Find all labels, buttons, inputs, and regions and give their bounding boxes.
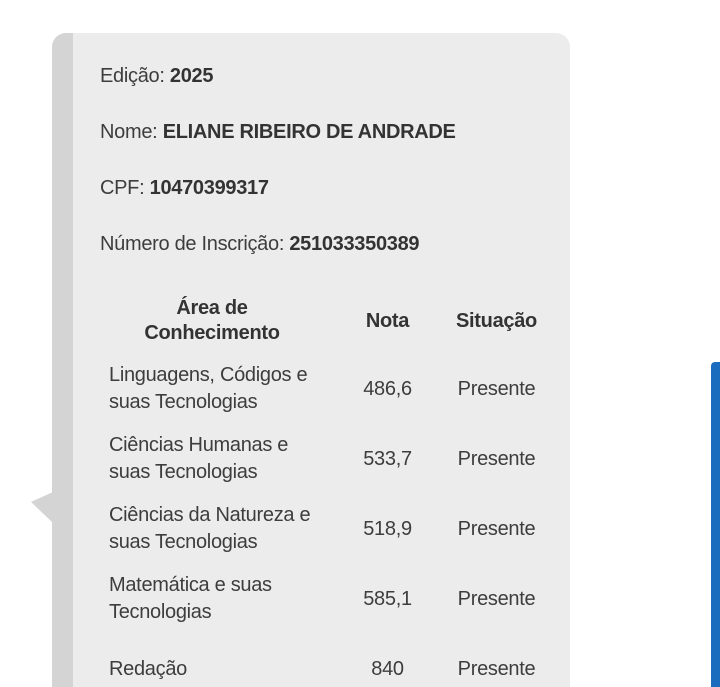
table-cell-area: Linguagens, Códigos e suas Tecnologias	[109, 364, 308, 413]
table-cell-area: Ciências Humanas e suas Tecnologias	[109, 434, 289, 483]
bubble-tail-icon	[31, 492, 53, 523]
table-cell-nota: 486,6	[363, 377, 412, 400]
results-table: Área de Conhecimento Nota Situação Lingu…	[103, 288, 550, 687]
result-card: Edição: 2025 Nome: ELIANE RIBEIRO DE AND…	[31, 33, 570, 687]
column-header-nota: Nota	[365, 309, 410, 332]
nome-value: ELIANE RIBEIRO DE ANDRADE	[162, 121, 456, 143]
table-cell-situacao: Presente	[457, 377, 536, 400]
nome-label: Nome:	[100, 121, 158, 143]
table-cell-nota: 585,1	[363, 587, 412, 610]
table-cell-nota: 518,9	[363, 517, 412, 540]
table-cell-nota: 840	[371, 657, 404, 680]
scrollbar-thumb[interactable]	[711, 362, 720, 687]
info-cpf: CPF: 10470399317	[100, 175, 550, 201]
edicao-value: 2025	[169, 65, 214, 87]
table-cell-situacao: Presente	[457, 447, 536, 470]
cpf-label: CPF:	[100, 177, 145, 199]
column-header-area: Área de Conhecimento	[144, 297, 280, 344]
table-cell-situacao: Presente	[457, 657, 536, 680]
cpf-value: 10470399317	[149, 177, 269, 199]
table-cell-area: Matemática e suas Tecnologias	[109, 574, 272, 623]
card-left-stripe	[52, 33, 73, 687]
inscricao-value: 251033350389	[289, 233, 420, 255]
card-content: Edição: 2025 Nome: ELIANE RIBEIRO DE AND…	[100, 63, 550, 687]
table-cell-area: Ciências da Natureza e suas Tecnologias	[109, 504, 311, 553]
info-edicao: Edição: 2025	[100, 63, 550, 89]
table-cell-area: Redação	[109, 657, 187, 680]
edicao-label: Edição:	[100, 65, 165, 87]
table-cell-nota: 533,7	[363, 447, 412, 470]
inscricao-label: Número de Inscrição:	[100, 233, 285, 255]
info-inscricao: Número de Inscrição: 251033350389	[100, 231, 550, 257]
table-cell-situacao: Presente	[457, 587, 536, 610]
info-nome: Nome: ELIANE RIBEIRO DE ANDRADE	[100, 119, 550, 145]
column-header-situacao: Situação	[456, 309, 537, 332]
table-cell-situacao: Presente	[457, 517, 536, 540]
